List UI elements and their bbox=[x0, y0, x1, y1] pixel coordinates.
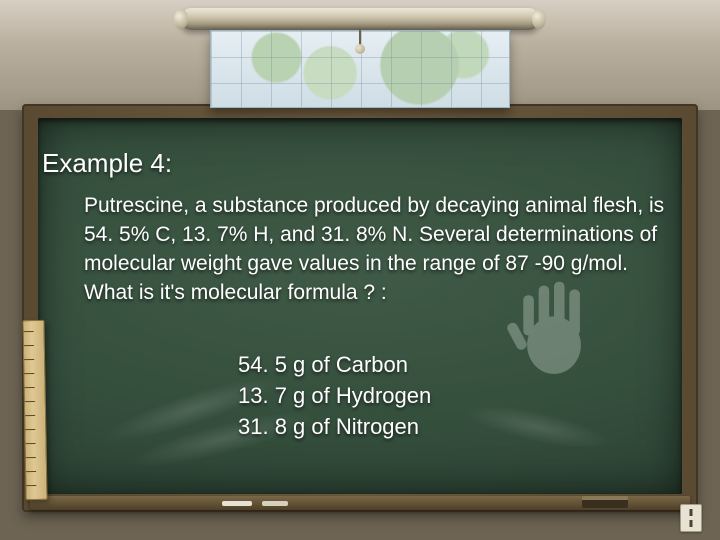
slide-stage: Example 4: Putrescine, a substance produ… bbox=[0, 0, 720, 540]
mass-list: 54. 5 g of Carbon 13. 7 g of Hydrogen 31… bbox=[238, 350, 431, 442]
pull-down-map bbox=[180, 8, 540, 108]
map-rod bbox=[180, 8, 540, 30]
ruler bbox=[22, 320, 47, 500]
example-heading: Example 4: bbox=[42, 148, 172, 179]
list-item: 13. 7 g of Hydrogen bbox=[238, 381, 431, 412]
chalk-stick bbox=[222, 501, 252, 506]
map-pull-bead bbox=[355, 44, 365, 54]
list-item: 54. 5 g of Carbon bbox=[238, 350, 431, 381]
eraser bbox=[582, 496, 628, 508]
power-outlet-icon bbox=[680, 504, 702, 532]
chalk-stick bbox=[262, 501, 288, 506]
chalk-smudge bbox=[461, 397, 614, 458]
list-item: 31. 8 g of Nitrogen bbox=[238, 412, 431, 443]
problem-paragraph: Putrescine, a substance produced by deca… bbox=[84, 192, 678, 308]
